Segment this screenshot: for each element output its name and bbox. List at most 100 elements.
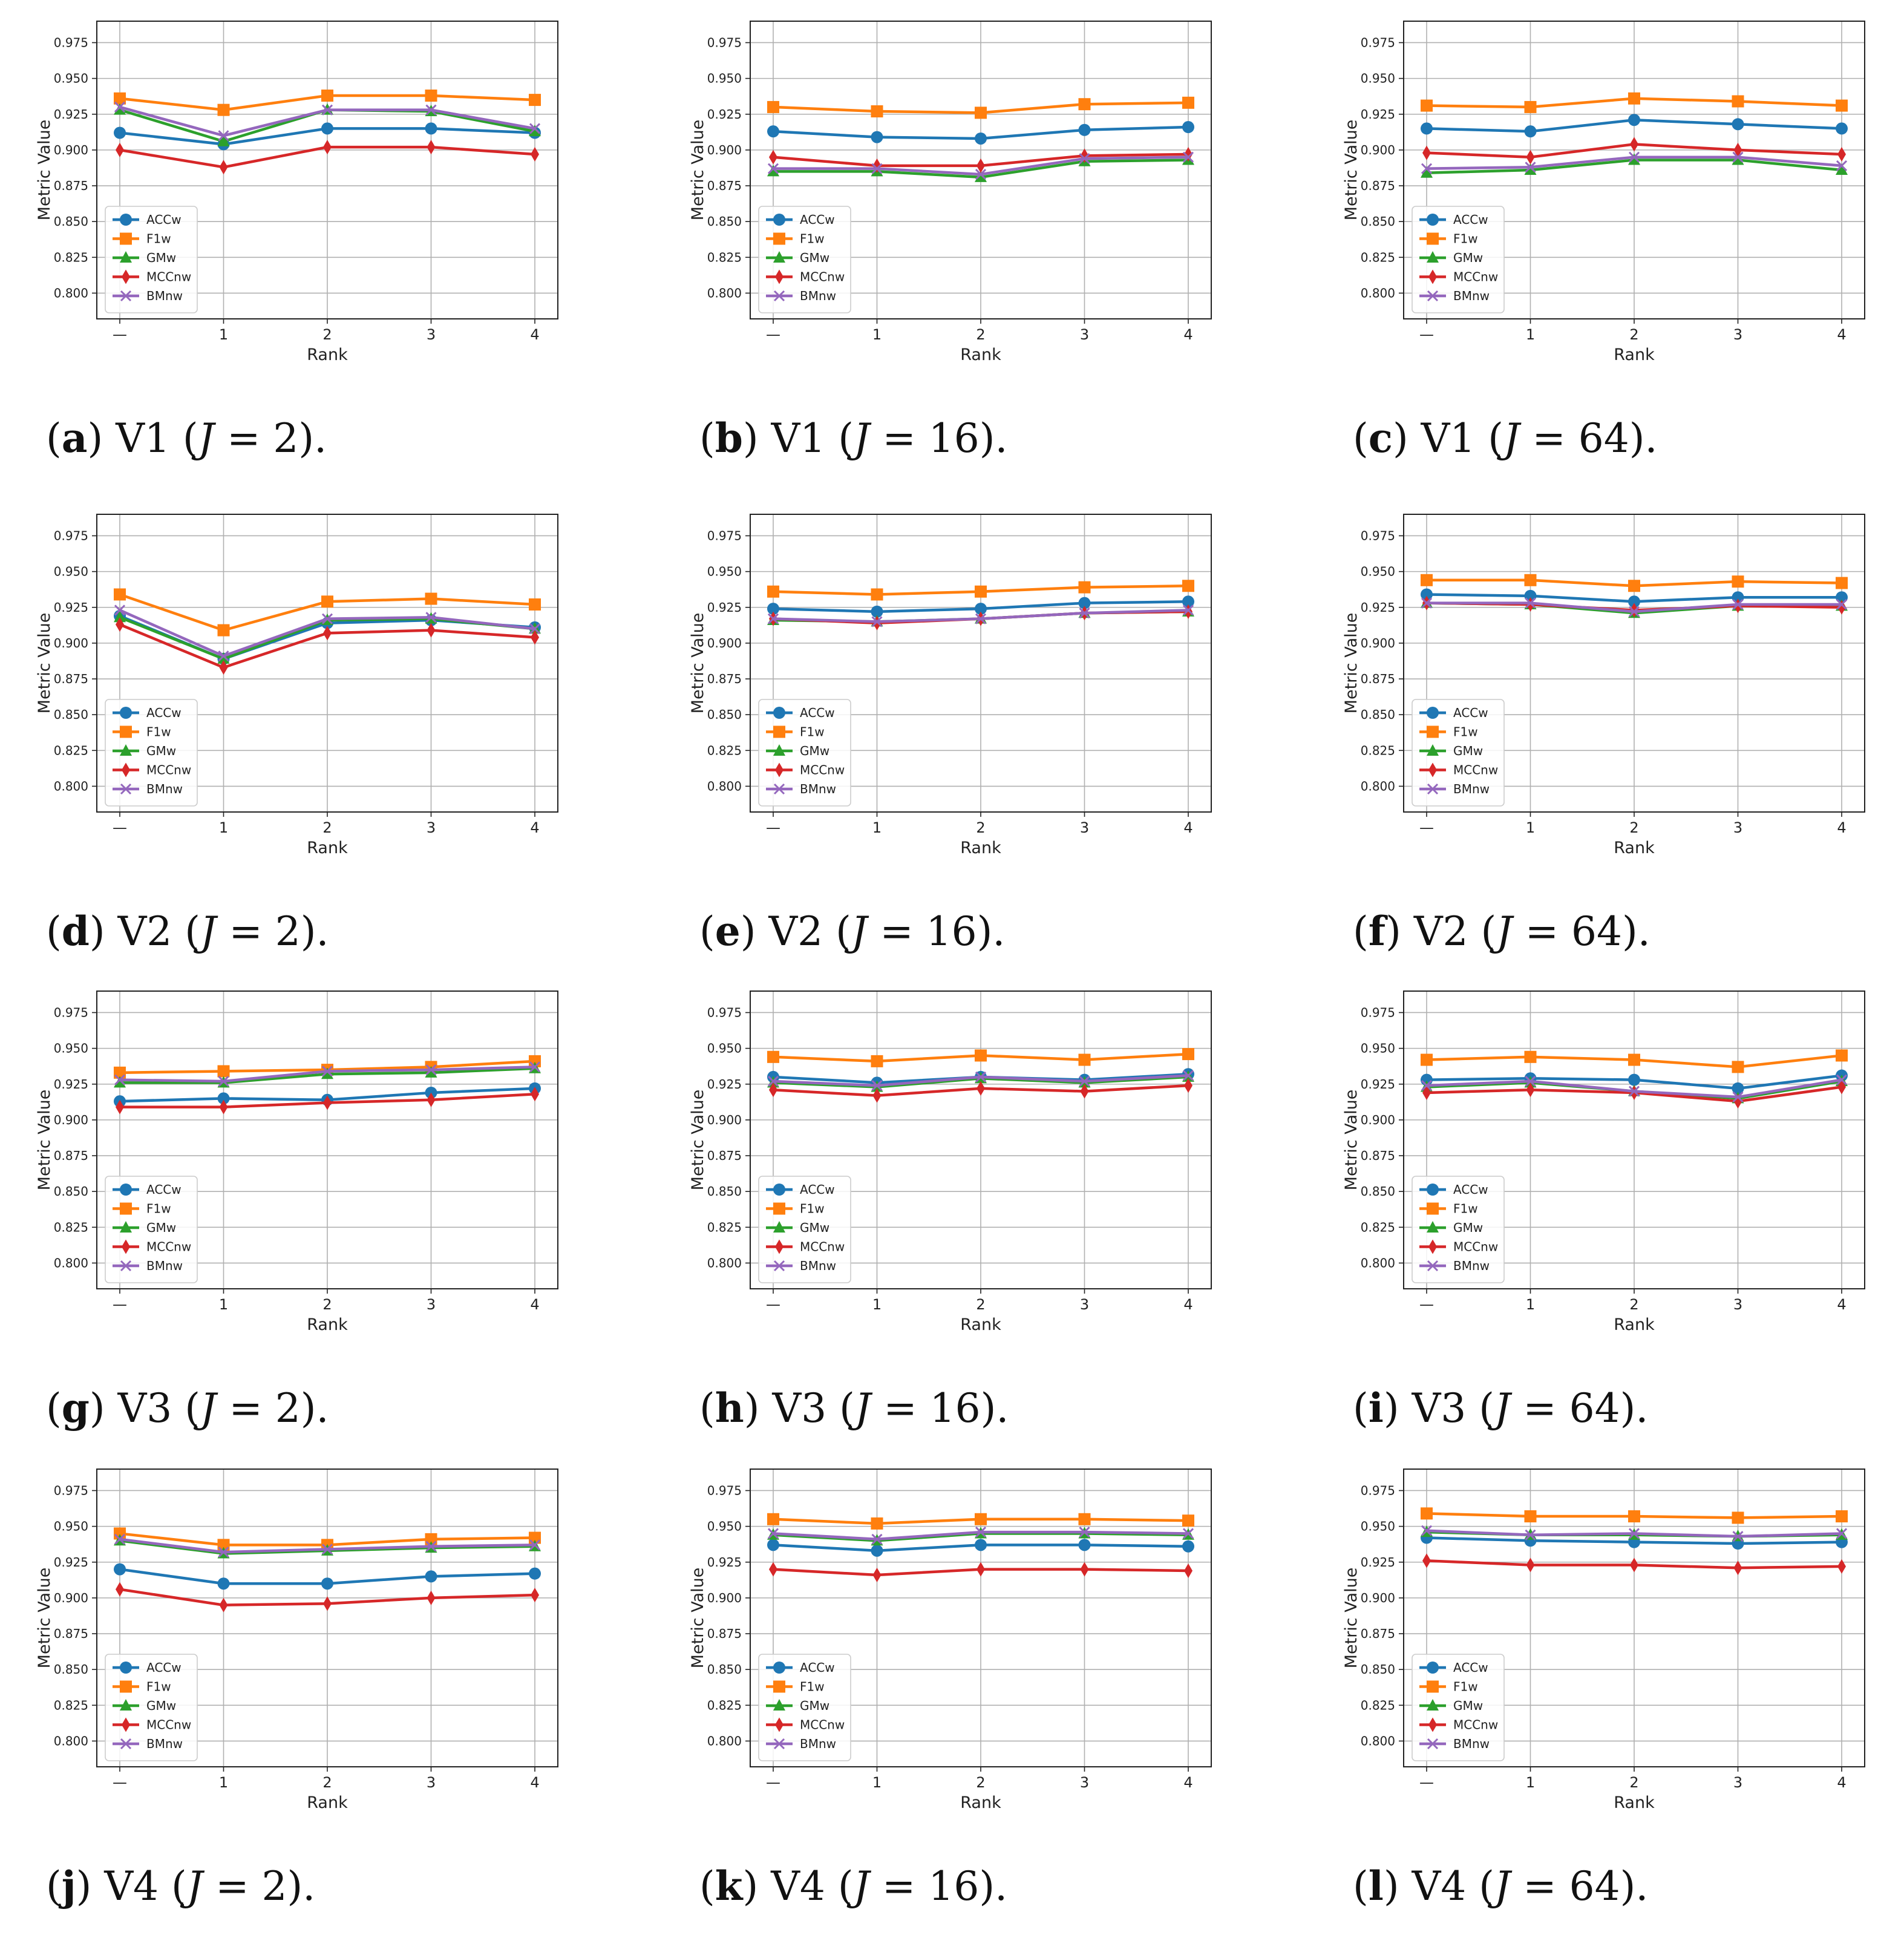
data-point-F1w xyxy=(1078,581,1091,594)
caption-part: V1 ( xyxy=(771,415,854,462)
x-tick-label: 4 xyxy=(530,819,539,836)
data-point-ACCw xyxy=(1732,1082,1744,1095)
caption-part: i xyxy=(1368,1384,1384,1432)
legend-marker-BMnw xyxy=(120,290,132,302)
y-tick-label: 0.925 xyxy=(54,600,88,615)
subplot-j: 0.800 0.825 0.850 0.875 0.900 0.925 0.950 0.975… xyxy=(23,1463,580,1935)
data-point-BMnw xyxy=(1182,1070,1194,1081)
x-tick-label: 4 xyxy=(1183,1296,1192,1313)
legend-label-ACCw: ACCw xyxy=(146,1660,182,1675)
x-tick-label: — xyxy=(766,1774,780,1791)
x-tick-label: — xyxy=(1419,326,1434,343)
legend-marker-MCCnw xyxy=(775,1717,784,1732)
data-point-MCCnw xyxy=(977,158,985,173)
data-point-ACCw xyxy=(1182,121,1194,134)
legend-label-F1w: F1w xyxy=(1453,725,1478,739)
series-F1w xyxy=(767,96,1194,119)
data-point-MCCnw xyxy=(427,140,436,155)
caption-part: V4 ( xyxy=(104,1863,187,1910)
legend-label-ACCw: ACCw xyxy=(800,1182,835,1197)
y-tick-label: 0.900 xyxy=(1361,1591,1395,1605)
x-tick-label: 2 xyxy=(976,1774,985,1791)
data-point-BMnw xyxy=(1079,607,1090,619)
x-tick-label: 3 xyxy=(1080,819,1089,836)
legend-label-BMnw: BMnw xyxy=(800,782,836,796)
legend: ACCw F1w GMw MCCnw BMnw xyxy=(758,1176,851,1283)
x-axis-label: Rank xyxy=(1614,1315,1655,1334)
x-tick-label: 2 xyxy=(1629,1774,1638,1791)
data-point-F1w xyxy=(217,624,230,637)
data-point-F1w xyxy=(1078,1053,1091,1066)
data-point-MCCnw xyxy=(427,623,436,638)
x-tick-label: 3 xyxy=(1733,819,1742,836)
y-tick-label: 0.925 xyxy=(707,107,742,122)
subfigure-caption: (h) V3 (J = 16). xyxy=(699,1384,1009,1432)
series-ACCw xyxy=(1421,114,1848,138)
x-tick-label: 4 xyxy=(1837,326,1846,343)
caption-part: = 16). xyxy=(867,908,1006,955)
legend-label-GMw: GMw xyxy=(800,250,829,265)
legend-label-MCCnw: MCCnw xyxy=(146,1240,191,1254)
data-point-F1w xyxy=(217,103,230,116)
x-tick-label: 2 xyxy=(1629,819,1638,836)
legend: ACCw F1w GMw MCCnw BMnw xyxy=(758,1654,851,1761)
data-point-ACCw xyxy=(1182,1540,1194,1553)
legend: ACCw F1w GMw MCCnw BMnw xyxy=(1412,1654,1505,1761)
x-axis-label: Rank xyxy=(960,839,1001,857)
data-point-BMnw xyxy=(1421,1525,1433,1536)
caption-part: V1 ( xyxy=(116,415,198,462)
x-tick-label: — xyxy=(113,326,127,343)
data-point-BMnw xyxy=(114,1533,126,1545)
data-point-BMnw xyxy=(1079,1075,1090,1087)
caption-part: V4 ( xyxy=(771,1863,854,1910)
series-MCCnw xyxy=(1422,137,1846,165)
data-point-F1w xyxy=(1182,1048,1194,1061)
subplot-g: 0.800 0.825 0.850 0.875 0.900 0.925 0.950 0.975… xyxy=(23,985,580,1457)
data-point-BMnw xyxy=(767,163,779,174)
subplot-d: 0.800 0.825 0.850 0.875 0.900 0.925 0.950 0.975… xyxy=(23,508,580,980)
x-tick-label: 4 xyxy=(1183,819,1192,836)
data-point-MCCnw xyxy=(872,1568,882,1583)
legend-label-GMw: GMw xyxy=(800,1698,829,1713)
data-point-F1w xyxy=(975,585,987,598)
data-point-F1w xyxy=(1732,575,1744,588)
legend-marker-BMnw xyxy=(773,290,785,302)
x-tick-label: — xyxy=(113,1296,127,1313)
y-tick-label: 0.850 xyxy=(54,1662,88,1677)
data-point-BMnw xyxy=(975,1071,987,1082)
y-axis-label: Metric Value xyxy=(1342,120,1361,221)
legend-marker-BMnw xyxy=(1427,783,1439,795)
data-point-F1w xyxy=(425,592,437,605)
data-point-GMw xyxy=(529,125,541,137)
caption-part: = 2). xyxy=(203,1863,316,1910)
data-point-MCCnw xyxy=(1526,1082,1535,1098)
legend-marker-F1w xyxy=(773,1680,785,1693)
x-tick-label: 2 xyxy=(976,819,985,836)
x-axis-label: Rank xyxy=(1614,345,1655,364)
x-tick-label: 3 xyxy=(427,326,436,343)
data-point-ACCw xyxy=(871,131,883,143)
legend-label-GMw: GMw xyxy=(800,744,829,758)
x-axis-label: Rank xyxy=(307,345,348,364)
data-point-MCCnw xyxy=(1080,1562,1089,1577)
data-point-ACCw xyxy=(529,1567,541,1580)
data-point-F1w xyxy=(1421,574,1433,586)
data-point-F1w xyxy=(1836,99,1848,112)
data-point-F1w xyxy=(114,92,126,105)
y-axis-label: Metric Value xyxy=(689,613,707,714)
data-point-MCCnw xyxy=(1630,1085,1638,1100)
caption-part: ) xyxy=(1392,415,1421,462)
data-point-F1w xyxy=(1182,96,1194,109)
data-point-MCCnw xyxy=(1422,145,1431,160)
data-point-BMnw xyxy=(871,616,883,627)
y-tick-label: 0.975 xyxy=(54,1483,88,1498)
legend: ACCw F1w GMw MCCnw BMnw xyxy=(1412,206,1505,313)
data-point-F1w xyxy=(1836,1510,1848,1523)
x-tick-label: 4 xyxy=(1183,1774,1192,1791)
caption-part: k xyxy=(715,1862,743,1910)
data-point-ACCw xyxy=(1628,595,1640,608)
caption-part: d xyxy=(61,908,90,955)
axes-frame xyxy=(1403,1468,1865,1767)
y-axis-label: Metric Value xyxy=(35,1090,54,1191)
y-tick-label: 0.850 xyxy=(1361,1662,1395,1677)
